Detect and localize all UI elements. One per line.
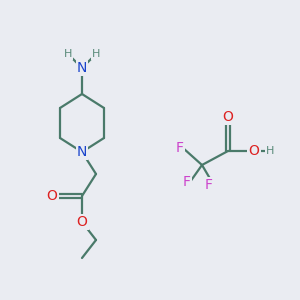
Text: N: N <box>77 61 87 75</box>
Text: O: O <box>76 215 87 229</box>
Text: H: H <box>64 49 72 59</box>
Text: F: F <box>176 141 184 155</box>
Text: H: H <box>92 49 100 59</box>
Text: O: O <box>223 110 233 124</box>
Text: F: F <box>205 178 213 192</box>
Text: H: H <box>266 146 274 156</box>
Text: O: O <box>46 189 57 203</box>
Text: N: N <box>77 145 87 159</box>
Text: F: F <box>183 175 191 189</box>
Text: O: O <box>249 144 260 158</box>
